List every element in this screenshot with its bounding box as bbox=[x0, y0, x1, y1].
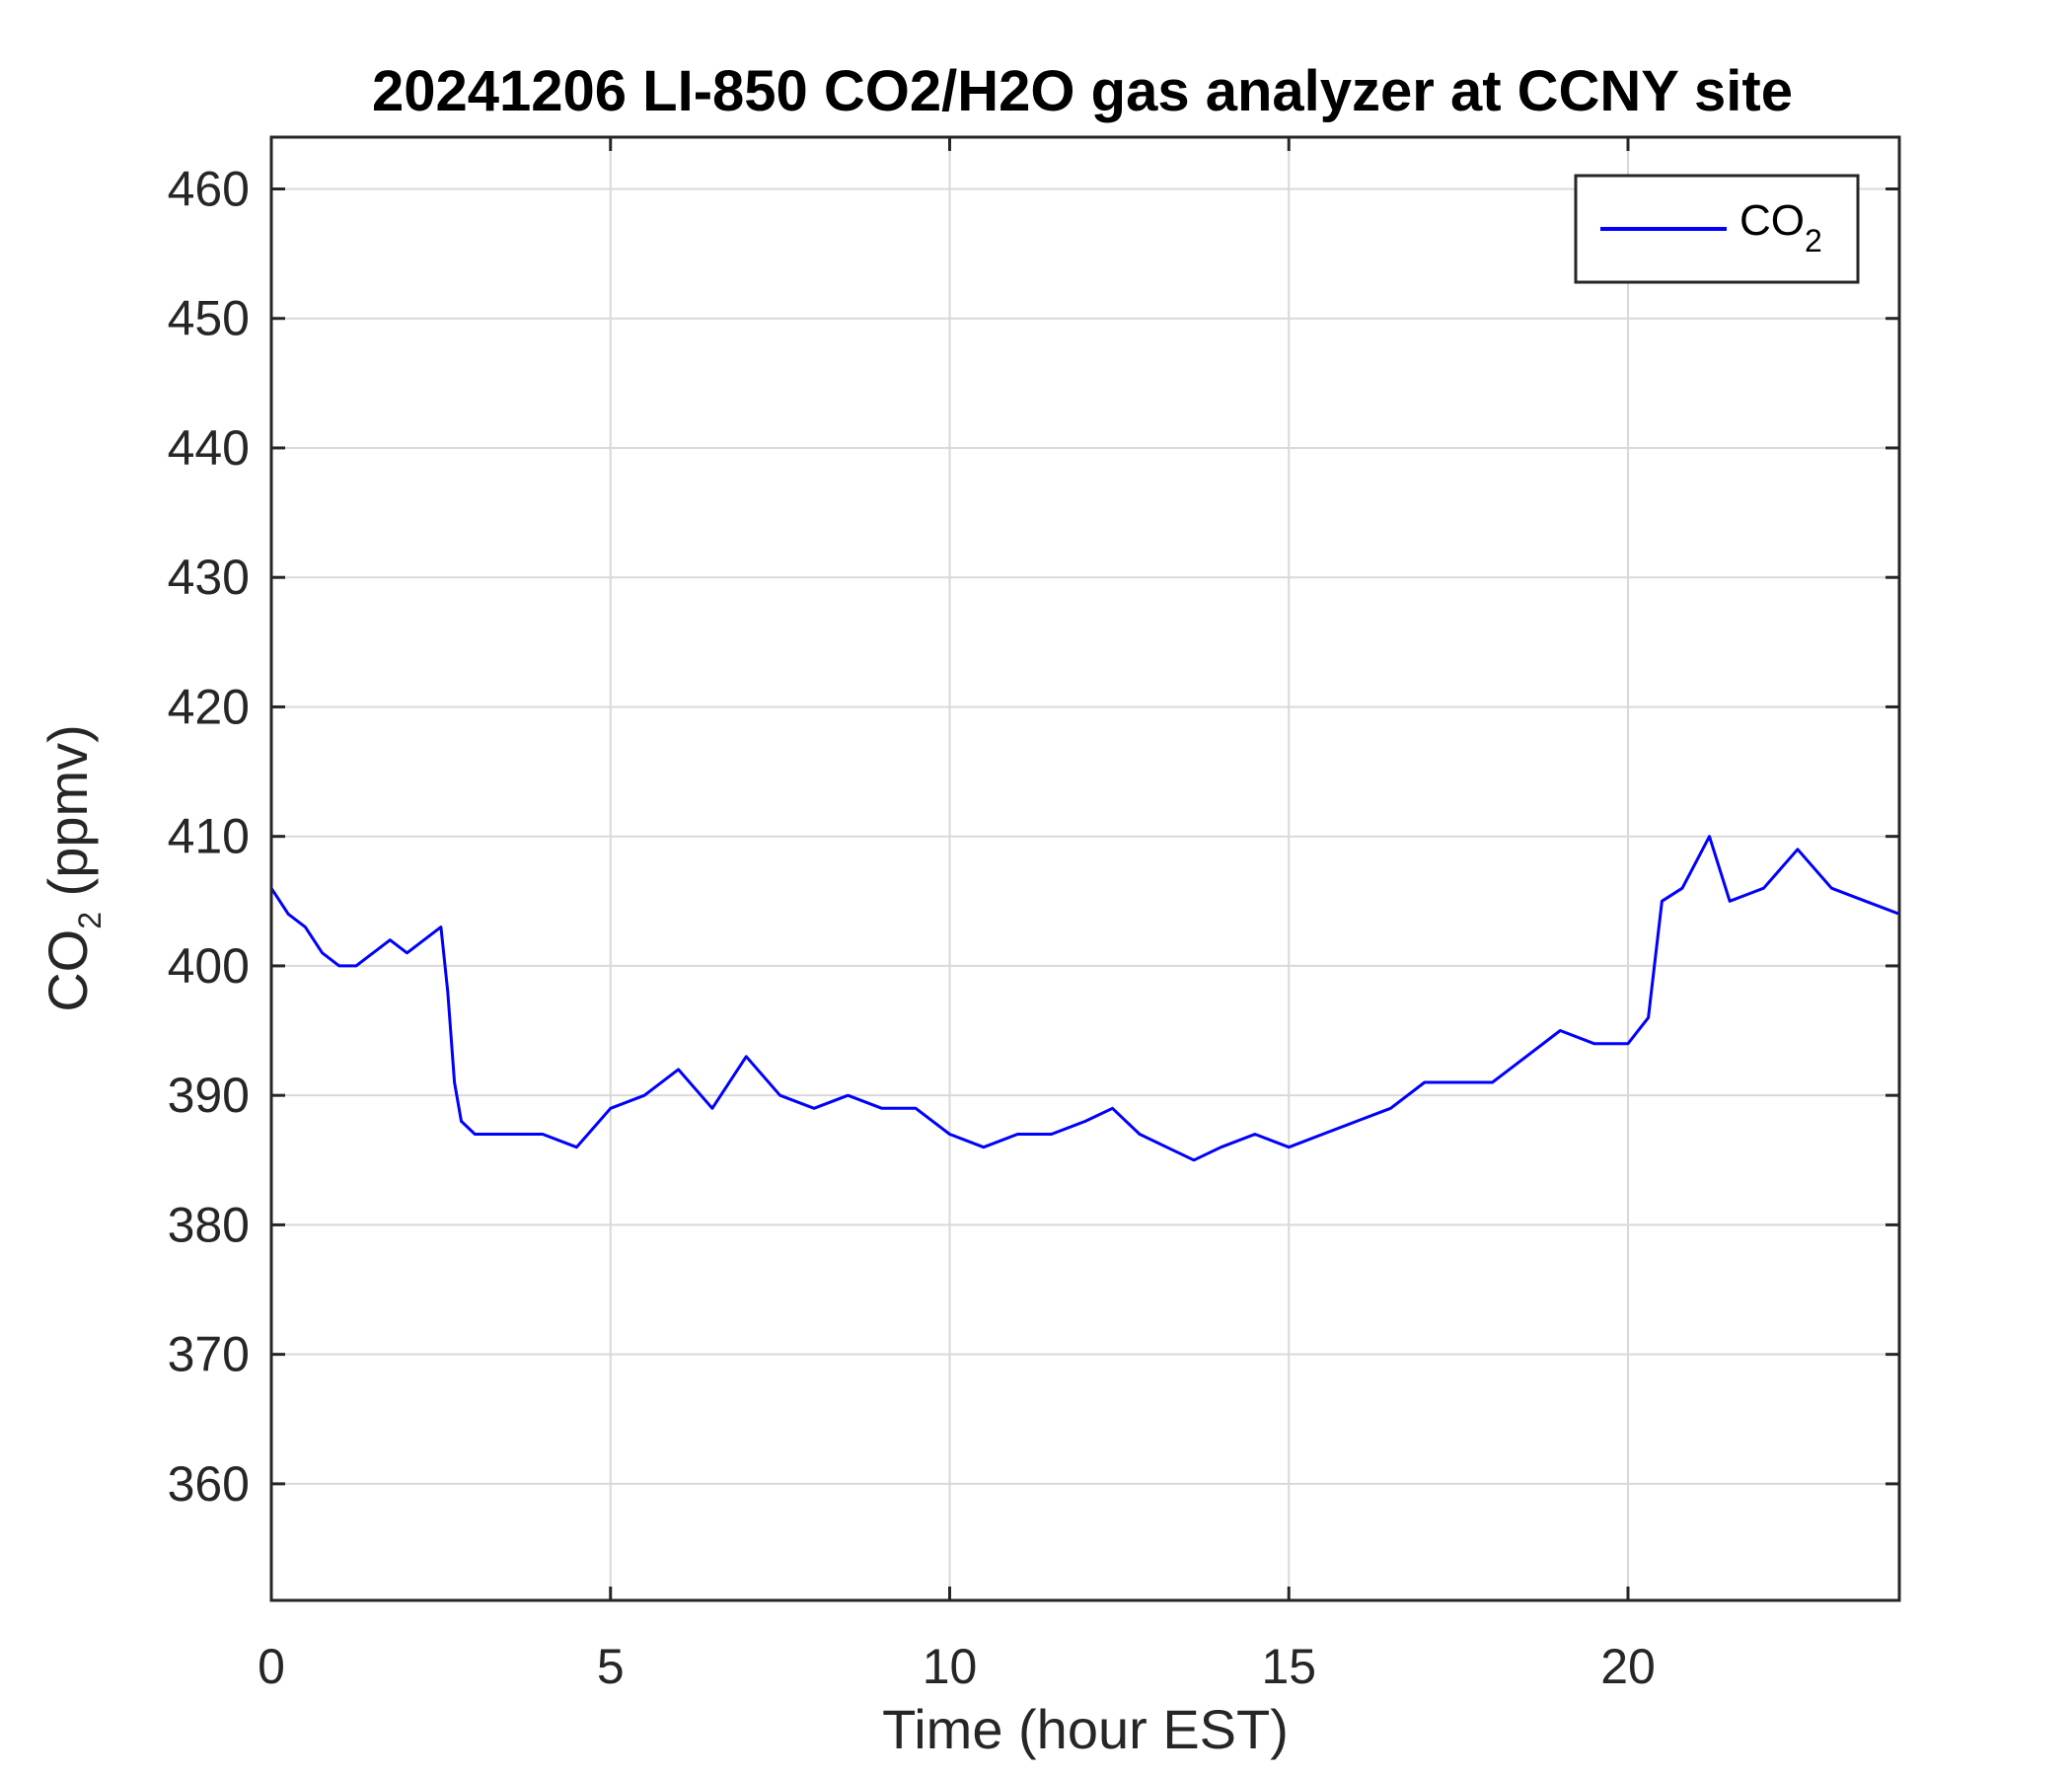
legend-label-base: CO bbox=[1739, 196, 1805, 245]
y-axis-label: CO2 (ppmv) bbox=[37, 724, 108, 1012]
plot-area bbox=[271, 137, 1899, 1600]
x-tick-label: 15 bbox=[1261, 1639, 1316, 1694]
y-tick-label: 400 bbox=[168, 938, 250, 994]
legend-label-sub: 2 bbox=[1805, 223, 1822, 259]
y-tick-label: 360 bbox=[168, 1456, 250, 1512]
x-tick-label: 0 bbox=[258, 1639, 285, 1694]
y-tick-label: 460 bbox=[168, 161, 250, 216]
x-tick-labels: 0 5 10 15 20 bbox=[258, 1639, 1656, 1694]
y-axis-label-sub: 2 bbox=[72, 912, 108, 929]
legend: CO2 bbox=[1574, 174, 1860, 284]
y-axis-label-base: CO bbox=[37, 929, 99, 1012]
x-tick-label: 20 bbox=[1600, 1639, 1656, 1694]
y-tick-label: 430 bbox=[168, 550, 250, 605]
y-tick-label: 440 bbox=[168, 420, 250, 476]
x-tick-label: 5 bbox=[597, 1639, 625, 1694]
grid-lines bbox=[271, 137, 1899, 1600]
y-tick-labels: 360 370 380 390 400 410 420 430 440 450 460 bbox=[168, 161, 250, 1511]
plot-frame bbox=[269, 135, 1901, 1602]
chart-title: 20241206 LI-850 CO2/H2O gas analyzer at … bbox=[372, 59, 1793, 123]
y-axis-label-rest: (ppmv) bbox=[37, 724, 99, 912]
series-layer bbox=[269, 835, 1900, 1162]
y-tick-label: 420 bbox=[168, 679, 250, 734]
y-tick-label: 390 bbox=[168, 1068, 250, 1123]
y-tick-label: 410 bbox=[168, 809, 250, 864]
x-tick-label: 10 bbox=[923, 1639, 978, 1694]
tick-marks bbox=[269, 137, 1899, 1600]
x-axis-label: Time (hour EST) bbox=[882, 1698, 1289, 1760]
legend-label-co2: CO2 bbox=[1739, 196, 1822, 259]
y-tick-label: 370 bbox=[168, 1327, 250, 1382]
y-tick-label: 380 bbox=[168, 1197, 250, 1252]
series-line-co2 bbox=[269, 835, 1900, 1162]
y-tick-label: 450 bbox=[168, 291, 250, 346]
